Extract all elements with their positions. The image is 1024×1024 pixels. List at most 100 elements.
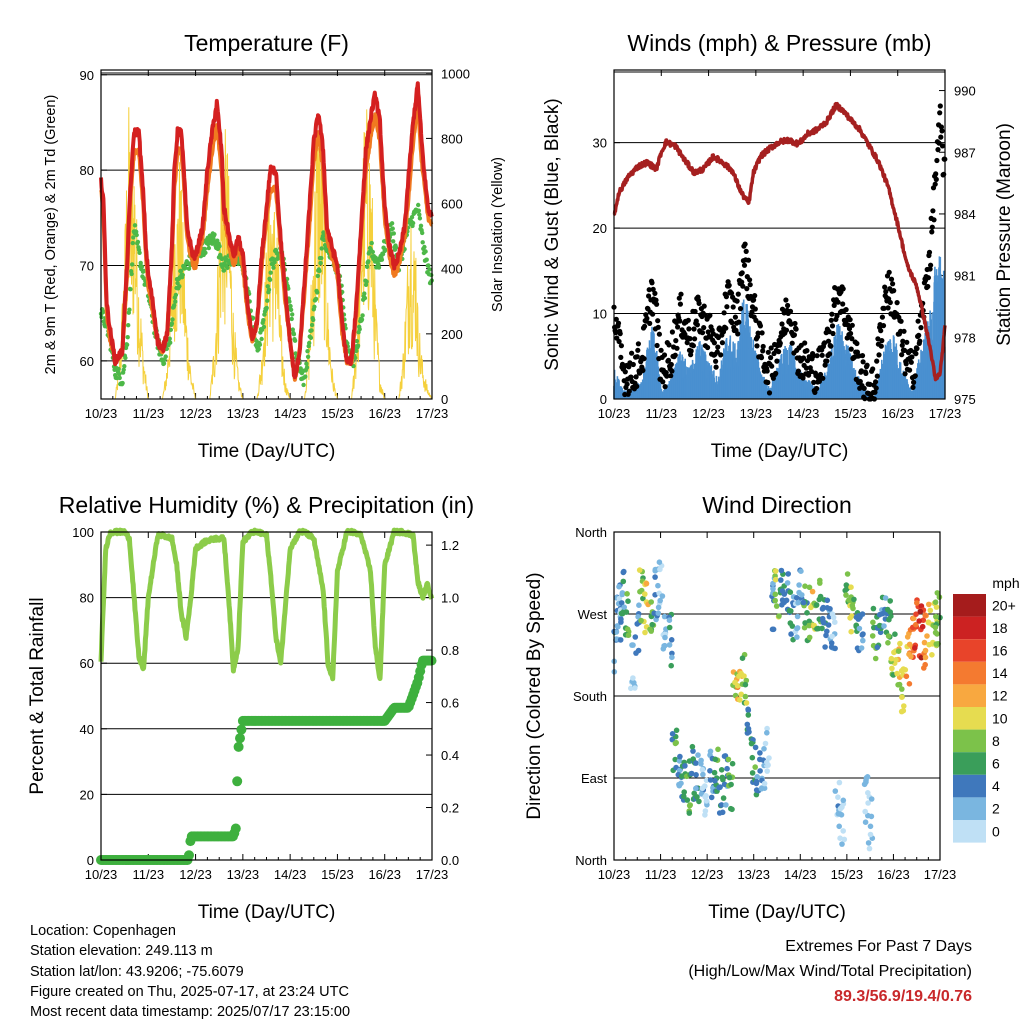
gust-point [742,241,748,247]
panel-3-y-tick-label: West [578,607,608,622]
gust-point [650,311,656,317]
gust-point [914,345,920,352]
dewpoint-point [309,328,314,333]
direction-point [827,606,833,612]
gust-point [668,373,674,379]
gust-point [860,359,866,365]
direction-point [840,797,847,804]
dewpoint-point [364,279,369,284]
panel-0-x-tick-label: 11/23 [132,406,164,421]
gust-point [662,384,668,390]
extremes-values: 89.3/56.9/19.4/0.76 [834,988,972,1005]
dewpoint-point [272,260,277,265]
panel-2-y2-tick-label: 0.2 [441,801,459,816]
dewpoint-point [423,249,428,254]
direction-point [806,618,812,625]
panel-2-xlabel: Time (Day/UTC) [198,902,336,923]
gust-point [817,371,824,378]
panel-0-x-tick-label: 12/23 [179,406,212,421]
gust-point [690,343,697,349]
gust-point [858,368,865,374]
direction-point [625,598,631,604]
direction-point [719,774,726,781]
panel-2-x-tick-label: 15/23 [321,867,354,882]
gust-point [729,320,735,326]
gust-point [825,338,832,344]
colorbar-label: 2 [992,801,1000,817]
dewpoint-point [202,246,207,252]
dewpoint-point [391,231,396,236]
gust-point [930,208,936,214]
gust-point [678,291,684,297]
gust-point [829,311,835,317]
direction-point [903,673,910,680]
colorbar-label: 18 [992,620,1008,636]
gust-point [776,349,782,355]
direction-point [922,647,929,654]
direction-point [902,667,909,673]
direction-point [652,574,658,580]
gust-point [633,374,639,380]
gust-point [642,323,648,329]
panel-3-frame [613,531,941,861]
gust-point [819,352,825,358]
gust-point [938,134,944,140]
gust-point [881,305,887,311]
dewpoint-point [369,240,374,246]
gust-point [684,340,690,346]
direction-point [616,583,622,590]
gust-point [686,326,692,332]
direction-point [772,568,779,574]
gust-point [773,370,779,376]
colorbar-label: 6 [992,756,1000,772]
gust-point [646,287,652,293]
panel-2-y-tick-label: 40 [80,722,94,737]
dewpoint-point [427,267,432,272]
direction-point [677,753,683,760]
dewpoint-point [287,299,292,304]
gust-point [802,340,808,346]
direction-point [758,785,765,791]
direction-point [932,599,939,605]
gust-point [649,280,655,286]
direction-point [676,758,683,764]
direction-point [678,780,684,787]
direction-point [921,639,928,646]
panel-1-y2label: Station Pressure (Maroon) [994,123,1015,346]
direction-point [707,777,714,783]
direction-point [932,629,939,636]
colorbar-label: 0 [992,823,1000,839]
direction-point [725,756,732,763]
panel-1-x-tick-label: 12/23 [692,406,725,421]
gust-point [646,293,652,299]
direction-point [772,591,779,598]
direction-point [914,600,920,606]
direction-point [724,765,730,772]
panel-3-x-tick-label: 13/23 [737,867,770,882]
direction-point [745,706,751,713]
dewpoint-point [318,260,323,266]
dewpoint-point [379,257,385,262]
gust-point [899,342,905,348]
dewpoint-point [173,292,179,298]
dewpoint-point [121,367,126,372]
gust-point [814,385,820,392]
temp-2m-line [99,81,434,380]
direction-point [837,805,844,812]
gust-point [908,359,914,365]
gust-point [779,321,785,327]
direction-point [764,725,770,732]
direction-point [707,768,713,774]
direction-point [844,571,851,577]
panel-0-y2-tick-label: 0 [441,392,448,407]
gust-point [692,308,698,315]
dewpoint-point [128,287,133,292]
direction-point [894,670,900,677]
panel-1-y-tick-label: 10 [593,307,607,322]
direction-point [764,730,770,736]
direction-point [841,836,848,843]
panel-2-x-tick-label: 11/23 [132,867,164,882]
dewpoint-point [132,223,138,228]
panel-1-x-tick-label: 15/23 [834,406,867,421]
gust-point [701,303,707,309]
